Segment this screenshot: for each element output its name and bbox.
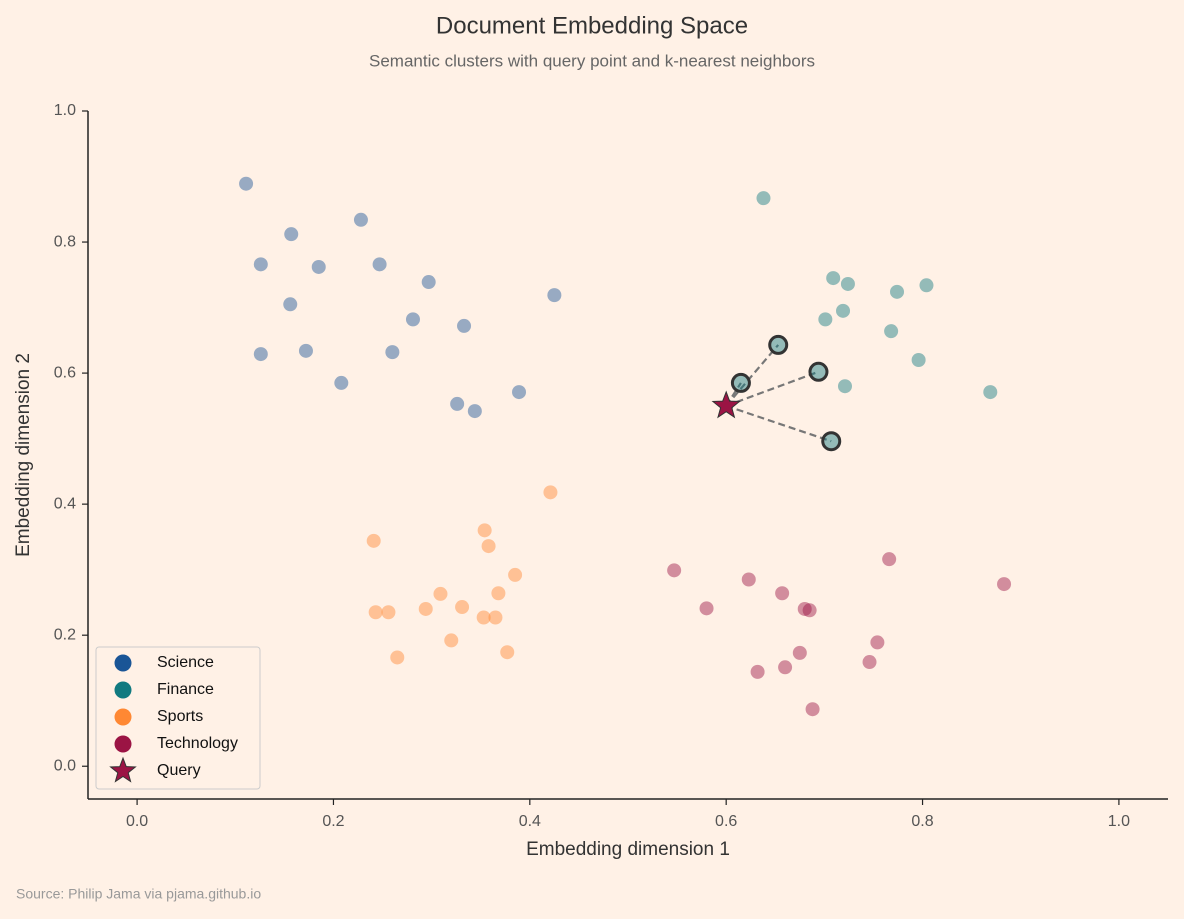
neighbor-link <box>725 404 832 443</box>
y-tick-label: 0.2 <box>54 626 76 643</box>
data-point <box>919 278 934 293</box>
data-point <box>253 347 268 362</box>
data-point <box>840 276 855 291</box>
data-point <box>284 227 299 242</box>
data-point <box>750 664 765 679</box>
data-point <box>983 385 998 400</box>
data-point <box>884 324 899 339</box>
legend-label: Finance <box>157 681 214 698</box>
neighbor-point <box>808 361 829 382</box>
x-tick-label: 0.6 <box>715 813 737 830</box>
data-point <box>385 345 400 360</box>
x-tick-label: 1.0 <box>1108 813 1130 830</box>
data-point <box>862 655 877 670</box>
legend-marker <box>114 735 132 753</box>
data-point <box>283 297 298 312</box>
data-point <box>792 645 807 660</box>
chart-subtitle: Semantic clusters with query point and k… <box>369 51 815 70</box>
data-point <box>311 259 326 274</box>
data-point <box>433 586 448 601</box>
neighbor-point <box>768 334 789 355</box>
data-point <box>381 605 396 620</box>
data-point <box>741 572 756 587</box>
y-tick-label: 0.8 <box>54 233 76 250</box>
data-point <box>476 610 491 625</box>
data-point <box>239 176 254 191</box>
query-point <box>711 390 741 419</box>
data-point <box>488 610 503 625</box>
data-point <box>911 352 926 367</box>
data-point <box>805 702 820 717</box>
neighbor-point <box>730 372 751 393</box>
data-point <box>870 635 885 650</box>
data-point <box>457 318 472 333</box>
y-tick-label: 1.0 <box>54 102 76 119</box>
neighbor-link <box>725 344 780 407</box>
legend-marker <box>114 681 132 699</box>
y-tick-label: 0.0 <box>54 757 76 774</box>
data-point <box>775 586 790 601</box>
neighbor-link <box>725 370 819 407</box>
data-point <box>405 312 420 327</box>
legend-label: Science <box>157 654 214 671</box>
data-point <box>418 601 433 616</box>
data-point <box>253 257 268 272</box>
data-point <box>667 563 682 578</box>
data-point <box>366 533 381 548</box>
data-point <box>491 586 506 601</box>
legend-marker <box>114 654 132 672</box>
legend-marker <box>109 756 137 783</box>
data-point <box>500 645 515 660</box>
legend-label: Sports <box>157 708 203 725</box>
data-point <box>390 650 405 665</box>
data-point <box>372 257 387 272</box>
x-axis-label: Embedding dimension 1 <box>526 839 730 860</box>
source-note: Source: Philip Jama via pjama.github.io <box>16 886 261 902</box>
x-tick-label: 0.4 <box>519 813 541 830</box>
data-point <box>298 343 313 358</box>
data-point <box>543 485 558 500</box>
x-tick-label: 0.2 <box>322 813 344 830</box>
data-point <box>882 552 897 567</box>
legend-label: Query <box>157 762 201 779</box>
data-point <box>778 660 793 675</box>
data-point <box>997 577 1012 592</box>
data-point <box>455 600 470 615</box>
data-point <box>836 303 851 318</box>
data-point <box>818 312 833 327</box>
y-axis-label: Embedding dimension 2 <box>13 353 34 557</box>
legend-box <box>95 646 261 790</box>
x-tick-label: 0.8 <box>911 813 933 830</box>
data-point <box>512 385 527 400</box>
data-point <box>837 379 852 394</box>
data-point <box>756 191 771 206</box>
data-point <box>481 539 496 554</box>
data-point <box>368 605 383 620</box>
data-point <box>353 212 368 227</box>
data-point <box>450 396 465 411</box>
legend-marker <box>114 708 132 726</box>
y-tick-label: 0.6 <box>54 364 76 381</box>
neighbor-point <box>821 431 842 452</box>
data-point <box>699 601 714 616</box>
y-tick-label: 0.4 <box>54 495 76 512</box>
legend-label: Technology <box>157 735 238 752</box>
data-point <box>508 567 523 582</box>
data-point <box>334 375 349 390</box>
data-point <box>547 288 562 303</box>
data-point <box>421 275 436 290</box>
x-tick-label: 0.0 <box>126 813 148 830</box>
chart-title: Document Embedding Space <box>436 12 748 39</box>
data-point <box>477 523 492 538</box>
data-point <box>467 404 482 419</box>
data-point <box>802 603 817 618</box>
data-point <box>797 601 812 616</box>
data-point <box>444 633 459 648</box>
data-point <box>826 271 841 286</box>
data-point <box>890 284 905 299</box>
